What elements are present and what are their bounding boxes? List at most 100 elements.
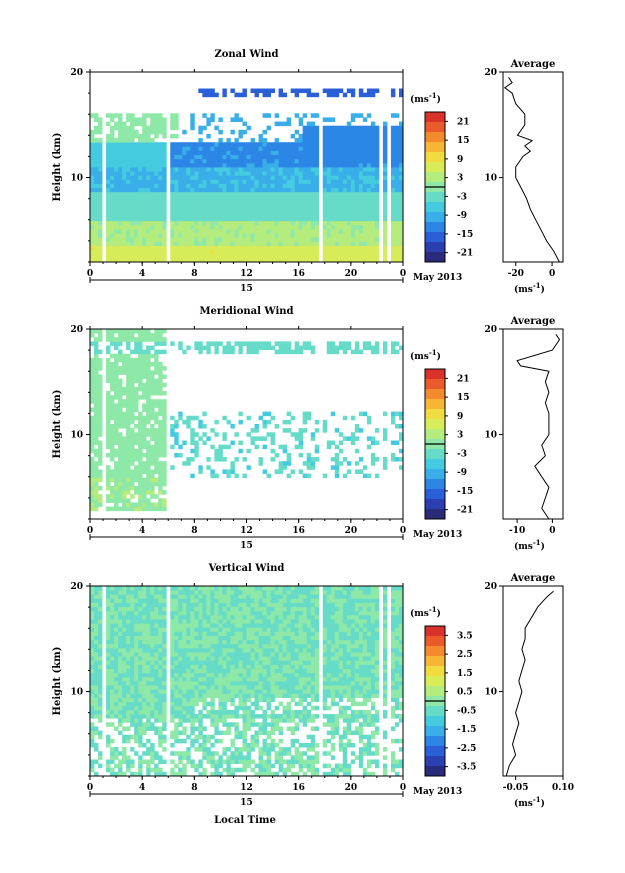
- heatmap-cell: [142, 424, 147, 429]
- heatmap-cell: [190, 689, 195, 694]
- heatmap-cell: [198, 249, 203, 255]
- heatmap-cell: [198, 647, 203, 653]
- heatmap-cell: [134, 647, 139, 653]
- heatmap-cell: [94, 643, 99, 649]
- heatmap-cell: [98, 586, 103, 591]
- heatmap-cell: [202, 233, 207, 238]
- heatmap-cell: [150, 652, 155, 657]
- heatmap-cell: [210, 709, 215, 715]
- heatmap-cell: [154, 125, 159, 131]
- heatmap-cell: [194, 697, 199, 703]
- heatmap-cell: [186, 220, 191, 226]
- heatmap-cell: [250, 88, 255, 94]
- heatmap-cell: [98, 378, 103, 384]
- heatmap-cell: [110, 399, 115, 404]
- heatmap-cell: [342, 167, 348, 172]
- heatmap-cell: [230, 220, 235, 226]
- heatmap-cell: [182, 635, 187, 641]
- heatmap-cell: [174, 171, 179, 176]
- heatmap-cell: [254, 349, 259, 355]
- heatmap-cell: [130, 142, 135, 147]
- heatmap-cell: [286, 241, 292, 246]
- heatmap-cell: [170, 432, 175, 437]
- heatmap-cell: [274, 216, 279, 222]
- heatmap-cell: [334, 473, 340, 479]
- heatmap-cell: [246, 349, 251, 355]
- heatmap-cell: [178, 411, 183, 417]
- heatmap-cell: [178, 709, 183, 715]
- heatmap-cell: [170, 121, 175, 127]
- heatmap-cell: [94, 485, 99, 491]
- heatmap-cell: [210, 249, 215, 255]
- heatmap-cell: [190, 432, 195, 437]
- heatmap-cell: [322, 419, 328, 425]
- heatmap-cell: [134, 631, 139, 636]
- heatmap-cell: [282, 216, 288, 222]
- heatmap-cell: [154, 245, 159, 251]
- heatmap-cell: [126, 154, 131, 160]
- heatmap-cell: [382, 465, 388, 470]
- heatmap-cell: [218, 220, 223, 226]
- heatmap-cell: [182, 195, 187, 201]
- heatmap-cell: [206, 647, 211, 653]
- heatmap-cell: [366, 257, 372, 263]
- heatmap-cell: [202, 154, 207, 160]
- heatmap-cell: [154, 253, 159, 259]
- heatmap-cell: [186, 200, 191, 205]
- heatmap-cell: [306, 415, 312, 421]
- heatmap-cell: [326, 138, 332, 143]
- heatmap-cell: [194, 606, 199, 612]
- heatmap-cell: [254, 245, 259, 251]
- heatmap-cell: [230, 175, 235, 180]
- heatmap-cell: [170, 195, 175, 201]
- heatmap-cell: [90, 660, 95, 665]
- heatmap-cell: [146, 751, 151, 756]
- heatmap-cell: [234, 224, 239, 230]
- heatmap-cell: [126, 357, 131, 363]
- heatmap-cell: [254, 424, 259, 429]
- heatmap-cell: [174, 146, 179, 151]
- heatmap-cell: [170, 647, 175, 653]
- heatmap-cell: [158, 179, 163, 184]
- heatmap-cell: [342, 341, 348, 346]
- heatmap-cell: [278, 461, 284, 466]
- heatmap-cell: [310, 249, 316, 255]
- heatmap-cell: [274, 175, 279, 180]
- heatmap-cell: [198, 349, 203, 355]
- heatmap-cell: [178, 771, 183, 777]
- heatmap-cell: [198, 602, 203, 608]
- heatmap-cell: [210, 619, 215, 624]
- heatmap-cell: [122, 424, 127, 429]
- heatmap-cell: [138, 353, 143, 359]
- heatmap-cell: [142, 245, 147, 251]
- heatmap-cell: [110, 689, 115, 694]
- heatmap-cell: [94, 341, 99, 346]
- heatmap-cell: [150, 432, 155, 437]
- heatmap-cell: [382, 187, 388, 193]
- heatmap-cell: [90, 241, 95, 246]
- heatmap-cell: [130, 179, 135, 184]
- heatmap-cell: [366, 473, 372, 479]
- heatmap-cell: [142, 253, 147, 259]
- heatmap-cell: [274, 121, 279, 127]
- heatmap-cell: [306, 237, 312, 242]
- heatmap-cell: [298, 167, 304, 172]
- heatmap-cell: [106, 602, 111, 608]
- heatmap-cell: [358, 125, 364, 131]
- heatmap-cell: [114, 610, 119, 616]
- heatmap-cell: [122, 171, 127, 176]
- heatmap-cell: [234, 154, 239, 160]
- heatmap-cell: [274, 249, 279, 255]
- heatmap-cell: [206, 233, 211, 238]
- heatmap-cell: [222, 747, 227, 752]
- heatmap-cell: [118, 171, 123, 176]
- heatmap-cell: [198, 714, 203, 719]
- heatmap-cell: [294, 162, 300, 168]
- heatmap-cell: [270, 249, 275, 255]
- heatmap-cell: [110, 146, 115, 151]
- heatmap-cell: [114, 224, 119, 230]
- heatmap-cell: [106, 469, 111, 474]
- heatmap-cell: [190, 440, 195, 446]
- heatmap-cell: [114, 643, 119, 649]
- heatmap-cell: [210, 697, 215, 703]
